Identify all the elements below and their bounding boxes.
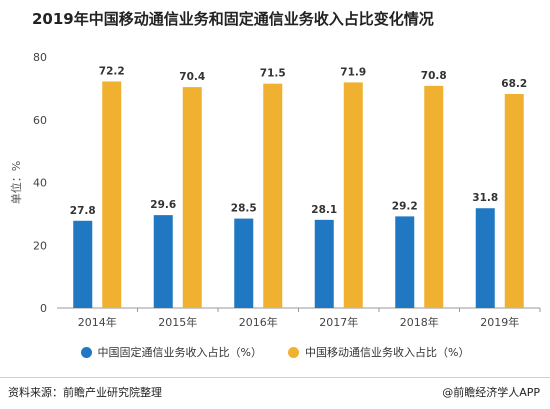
- bar-fixed: [153, 215, 173, 308]
- legend-swatch-mobile: [288, 346, 299, 358]
- y-tick-label: 0: [40, 302, 47, 315]
- data-label-fixed: 27.8: [70, 205, 96, 217]
- bar-chart: 0 20 40 60 80 单位：% 27.8 72.2 2014年 29.6 70.4 2015年 2…: [9, 51, 541, 329]
- bar-fixed: [314, 219, 334, 308]
- y-tick-label: 40: [33, 177, 47, 190]
- footer: 资料来源：前瞻产业研究院整理 @前瞻经济学人APP: [0, 377, 550, 409]
- bar-mobile: [102, 81, 122, 308]
- y-tick-label: 60: [33, 114, 47, 127]
- data-label-fixed: 31.8: [472, 192, 498, 204]
- data-label-fixed: 29.2: [392, 200, 418, 212]
- y-tick-label: 20: [33, 239, 47, 252]
- chart-title: 2019年中国移动通信业务和固定通信业务收入占比变化情况: [32, 10, 434, 28]
- data-label-fixed: 28.1: [311, 204, 337, 216]
- x-tick-label: 2014年: [78, 315, 117, 329]
- x-tick-label: 2017年: [319, 315, 358, 329]
- brand-text: @前瞻经济学人APP: [442, 386, 540, 399]
- source-text: 资料来源：前瞻产业研究院整理: [8, 386, 162, 399]
- legend-item-mobile: 中国移动通信业务收入占比（%）: [288, 344, 469, 360]
- legend-swatch-fixed: [80, 346, 92, 358]
- data-label-mobile: 71.5: [260, 68, 286, 80]
- x-tick-label: 2019年: [480, 315, 519, 329]
- bar-fixed: [475, 208, 495, 308]
- chart-legend: 中国固定通信业务收入占比（%） 中国移动通信业务收入占比（%）: [0, 344, 550, 360]
- data-label-mobile: 70.8: [421, 70, 447, 82]
- data-label-mobile: 72.2: [99, 65, 125, 77]
- y-tick-label: 80: [33, 51, 47, 64]
- x-tick-label: 2018年: [400, 315, 439, 329]
- legend-label-mobile: 中国移动通信业务收入占比（%）: [305, 346, 470, 359]
- bar-mobile: [343, 82, 363, 308]
- bar-fixed: [73, 220, 93, 308]
- x-tick-label: 2015年: [158, 315, 197, 329]
- bar-mobile: [424, 85, 444, 309]
- data-label-fixed: 28.5: [231, 203, 257, 215]
- bar-mobile: [263, 83, 283, 308]
- legend-item-fixed: 中国固定通信业务收入占比（%）: [80, 344, 262, 360]
- bar-mobile: [182, 87, 202, 309]
- bar-fixed: [395, 216, 415, 308]
- bar-fixed: [234, 218, 254, 308]
- y-axis-label: 单位：%: [9, 161, 23, 204]
- data-label-mobile: 68.2: [501, 78, 527, 90]
- x-tick-label: 2016年: [239, 315, 278, 329]
- data-label-fixed: 29.6: [150, 199, 176, 211]
- legend-label-fixed: 中国固定通信业务收入占比（%）: [97, 346, 262, 359]
- bar-mobile: [504, 94, 524, 309]
- data-label-mobile: 71.9: [340, 66, 366, 78]
- data-label-mobile: 70.4: [179, 71, 205, 83]
